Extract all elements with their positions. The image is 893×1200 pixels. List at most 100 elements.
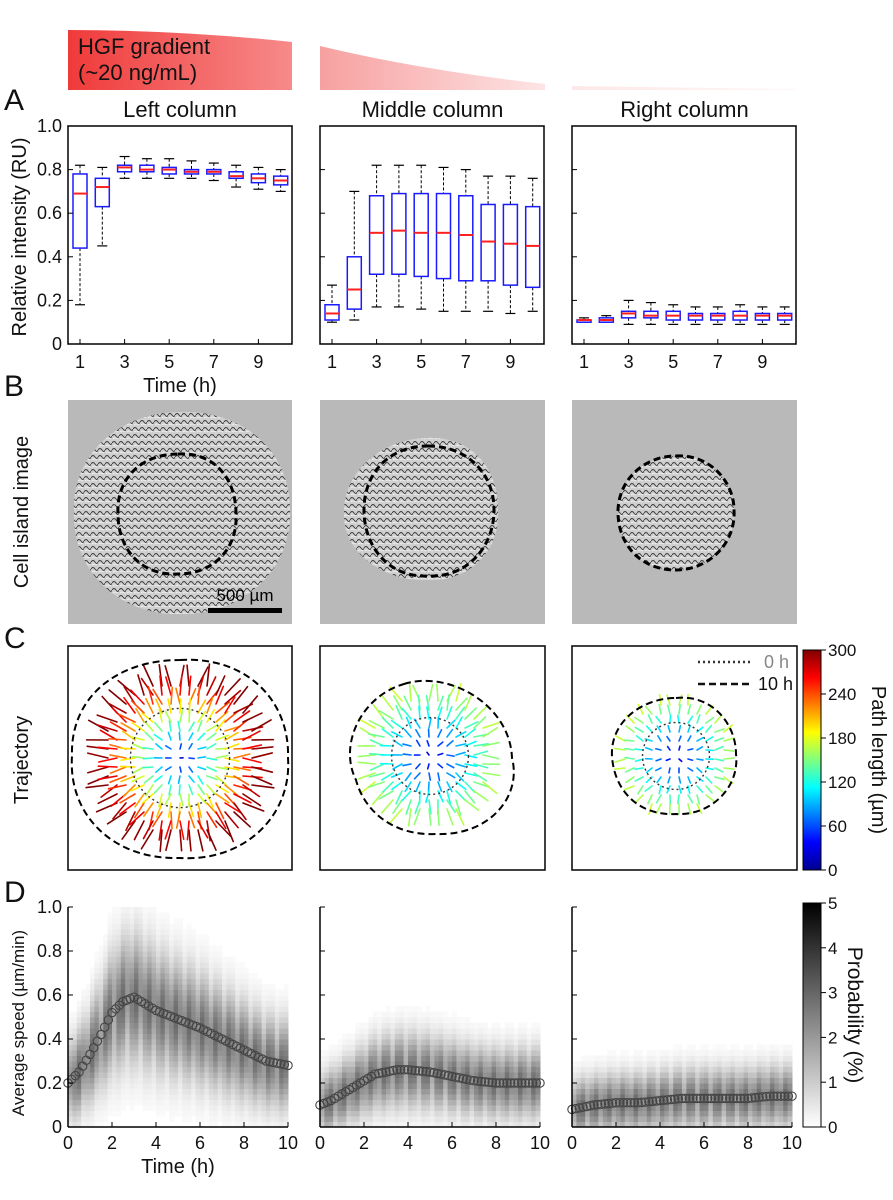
heatmap-cell [217,1083,223,1089]
trajectory-path [723,737,735,742]
heatmap-cell [624,1055,630,1062]
heatmap-cell [266,1050,271,1056]
legend-label-10h: 10 h [758,674,793,694]
heatmap-cell [655,1077,661,1084]
heatmap-cell [734,1044,740,1051]
heatmap-cell [156,1094,161,1100]
heatmap-cell [328,1050,334,1056]
heatmap-cell [465,1088,471,1095]
heatmap-cell [248,1050,254,1056]
heatmap-cell [195,1116,201,1122]
speed-marker [520,1078,531,1088]
heatmap-cell [125,1072,131,1078]
heatmap-cell [774,1110,780,1117]
heatmap-cell [434,1039,440,1045]
heatmap-cell [518,1061,523,1067]
heatmap-cell [394,1072,400,1078]
heatmap-cell [518,1033,523,1040]
trajectory-path [425,694,430,711]
heatmap-cell [226,1088,232,1095]
heatmap-cell [465,1050,471,1056]
heatmap-cell [509,1028,515,1034]
trajectory-path [147,685,154,705]
trajectory-path [446,772,456,779]
heatmap-cell [129,989,135,996]
heatmap-cell [283,1061,289,1067]
heatmap-cell [372,1050,378,1056]
heatmap-cell [76,1033,82,1040]
trajectory-path [390,719,403,729]
heatmap-cell [469,1116,475,1122]
heatmap-cell [151,956,157,963]
heatmap-cell [469,1039,475,1045]
heatmap-cell [98,956,104,963]
trajectory-path [644,705,653,715]
heatmap-cell [244,1055,249,1062]
speed-marker [516,1078,527,1088]
heatmap-cell [686,1116,692,1122]
heatmap-cell [416,1055,422,1062]
heatmap-cell [390,1039,396,1045]
heatmap-cell [261,1039,267,1045]
heatmap-cell [156,940,161,946]
trajectory-path [437,752,444,756]
trajectory-path [179,709,184,723]
heatmap-cell [474,1121,479,1128]
trajectory-path [215,802,225,820]
heatmap-cell [90,978,95,985]
heatmap-cell [381,1083,387,1089]
trajectory-path [446,754,455,757]
trajectory-path [437,695,444,711]
heatmap-cell [386,1121,391,1128]
heatmap-cell [120,934,126,941]
box [710,312,726,321]
heatmap-cell [743,1077,749,1084]
heatmap-cell [677,1072,683,1078]
heatmap-cell [359,1033,365,1040]
heatmap-cell [129,912,135,919]
heatmap-cell [217,1039,223,1045]
heatmap-cell [717,1083,723,1089]
heatmap-cell [178,1011,183,1018]
heatmap-cell [412,1077,418,1084]
heatmap-cell [274,1039,280,1045]
heatmap-cell [98,1083,104,1089]
heatmap-cell [125,1022,131,1029]
heatmap-cell [125,1028,131,1034]
heatmap-cell [68,1028,73,1034]
heatmap-cell [116,1110,122,1117]
probability-colorbar-label: Probability (%) [843,947,866,1084]
heatmap-cell [585,1072,591,1078]
heatmap-cell [602,1072,608,1078]
heatmap-cell [125,1066,131,1073]
heatmap-cell [350,1050,356,1056]
x-tick-label: 9 [505,352,515,372]
heatmap-cell [200,1094,205,1100]
heatmap-cell [377,1105,383,1111]
heatmap-cell [156,1072,161,1078]
speed-marker [472,1076,483,1086]
heatmap-cell [182,967,188,974]
heatmap-cell [452,1105,457,1111]
x-tick-label: 4 [655,1133,665,1153]
trajectory-path [242,757,262,764]
heatmap-cell [217,1028,223,1034]
heatmap-cell [138,984,144,990]
heatmap-cell [381,1055,387,1062]
heatmap-cell [217,1050,223,1056]
heatmap-cell [261,1105,267,1111]
heatmap-cell [178,1110,183,1117]
heatmap-cell [252,1066,258,1073]
heatmap-cell [770,1110,775,1117]
heatmap-cell [704,1105,709,1111]
heatmap-cell [252,1121,258,1128]
heatmap-cell [257,1044,263,1051]
heatmap-cell [120,940,126,946]
heatmap-cell [160,967,166,974]
heatmap-cell [642,1061,648,1067]
heatmap-cell [416,1083,422,1089]
heatmap-cell [222,967,227,974]
heatmap-cell [98,1028,104,1034]
heatmap-cell [112,989,117,996]
heatmap-cell [478,1039,484,1045]
